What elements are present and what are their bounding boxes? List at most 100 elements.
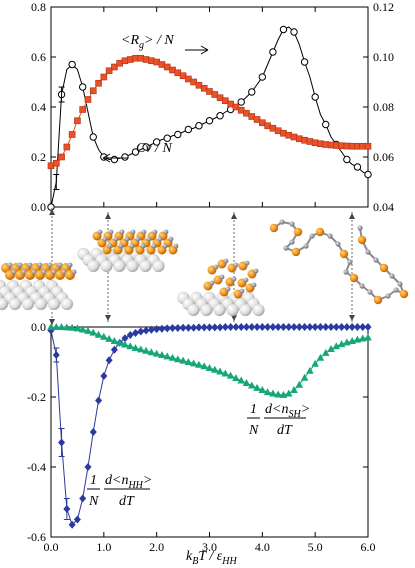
hh-point	[279, 323, 287, 331]
cv-annotation: Cv / N	[102, 141, 172, 163]
snap2-p-monomer	[168, 236, 174, 242]
snap3-surface-atom	[200, 303, 213, 317]
sh-point	[205, 363, 214, 371]
cv-point	[353, 163, 362, 171]
snap2-surface-atom	[126, 259, 139, 273]
hh-point	[153, 325, 161, 334]
bottom-xtick-label: 3.0	[202, 540, 217, 554]
snap1-p-monomer	[17, 262, 23, 268]
snap2-p-monomer	[162, 243, 168, 249]
cv-point	[79, 83, 87, 91]
snap2-p-monomer	[130, 229, 136, 235]
snap4-h-monomer	[293, 227, 303, 237]
bottom-xtick-label: 4.0	[255, 540, 270, 554]
rg-point	[364, 142, 372, 150]
snap1-p-monomer	[7, 262, 13, 268]
sh-point	[195, 360, 203, 368]
sh-point	[110, 337, 119, 344]
hh-point	[311, 323, 319, 331]
hh-point	[295, 323, 303, 331]
snap3-surface-atom	[213, 303, 226, 317]
sh-point	[242, 379, 251, 386]
sh-point	[189, 359, 198, 367]
cv-point	[216, 112, 224, 120]
snap1-surface-atom	[21, 297, 35, 311]
hh-point	[179, 323, 187, 332]
cv-point	[205, 117, 214, 125]
snap3-p-monomer	[213, 264, 219, 270]
hh-point	[100, 372, 108, 380]
sh-point	[284, 389, 293, 397]
snap1-p-monomer	[61, 269, 67, 275]
snap1-p-monomer	[11, 269, 17, 275]
hh-point	[211, 323, 219, 332]
snap2-surface-atom	[139, 259, 152, 273]
hh-point	[73, 515, 81, 524]
cv-point	[184, 125, 193, 134]
sh-point	[47, 323, 55, 330]
snap4-p-monomer	[373, 257, 379, 263]
sh-annotation: 1 N d<nSH> dT	[247, 402, 310, 438]
sh-point	[200, 362, 209, 370]
snap2-p-monomer	[152, 229, 158, 235]
sh-point	[121, 340, 129, 348]
hh-point	[359, 323, 367, 331]
sh-point	[179, 356, 187, 364]
hh-point	[95, 396, 103, 405]
snap1-p-monomer	[27, 262, 33, 268]
top-right-ytick-label: 0.06	[373, 150, 394, 164]
sh-point	[68, 323, 76, 331]
sh-point	[174, 355, 182, 363]
cv-point	[237, 98, 245, 106]
snap3-p-monomer	[253, 268, 259, 274]
hh-point	[200, 323, 208, 332]
hh-point	[322, 323, 330, 331]
hh-point	[338, 323, 346, 331]
cv-point	[279, 25, 288, 34]
snap2-p-monomer	[146, 236, 152, 242]
rg-point	[58, 153, 65, 161]
snap4-h-monomer	[357, 235, 367, 245]
hh-point	[174, 324, 182, 333]
hh-point	[221, 323, 229, 331]
cv-point	[258, 73, 267, 81]
sh-point	[100, 332, 108, 340]
snap4-p-monomer	[385, 293, 391, 299]
bottom-ytick-label: 0.0	[31, 320, 46, 334]
snap1-surface-atom	[60, 297, 74, 311]
bottom-ytick-label: -0.6	[27, 530, 46, 544]
sh-point	[364, 333, 372, 341]
snap4-h-monomer	[349, 273, 359, 283]
sh-point	[52, 323, 61, 330]
sh-point	[237, 376, 245, 384]
sh-denominator: dT	[277, 423, 293, 438]
hh-point	[132, 328, 140, 337]
snap2-p-monomer	[135, 236, 141, 242]
snap2-p-monomer	[108, 229, 114, 235]
rg-point	[84, 96, 92, 103]
sh-point	[210, 365, 219, 373]
snap3-surface-atom	[226, 303, 239, 317]
top-right-ytick-label: 0.08	[373, 100, 394, 114]
rg-point	[68, 131, 76, 138]
sh-point	[300, 373, 309, 381]
cv-point	[174, 130, 182, 139]
snap2-p-monomer	[107, 243, 113, 249]
snap4-p-monomer	[397, 281, 403, 287]
sh-point	[306, 366, 314, 374]
snap1-surface-atom	[47, 297, 61, 311]
sh-point	[63, 323, 71, 331]
snap2-surface-atom	[113, 259, 126, 273]
hh-point	[137, 327, 145, 336]
sh-point	[126, 342, 135, 350]
snap3-p-monomer	[225, 286, 231, 292]
cv-point	[300, 58, 309, 66]
hh-point	[158, 324, 166, 333]
hh-point	[242, 323, 250, 331]
top-panel: 0.0 0.2 0.4 0.6 0.8 0.04 0.06 0.08 0.10 0.12 <Rg>…	[31, 0, 394, 214]
hh-prefactor-N: N	[88, 494, 99, 509]
bottom-xtick-label: 5.0	[308, 540, 323, 554]
sh-point	[247, 381, 256, 389]
sh-point	[78, 325, 87, 333]
hh-point	[126, 331, 134, 340]
